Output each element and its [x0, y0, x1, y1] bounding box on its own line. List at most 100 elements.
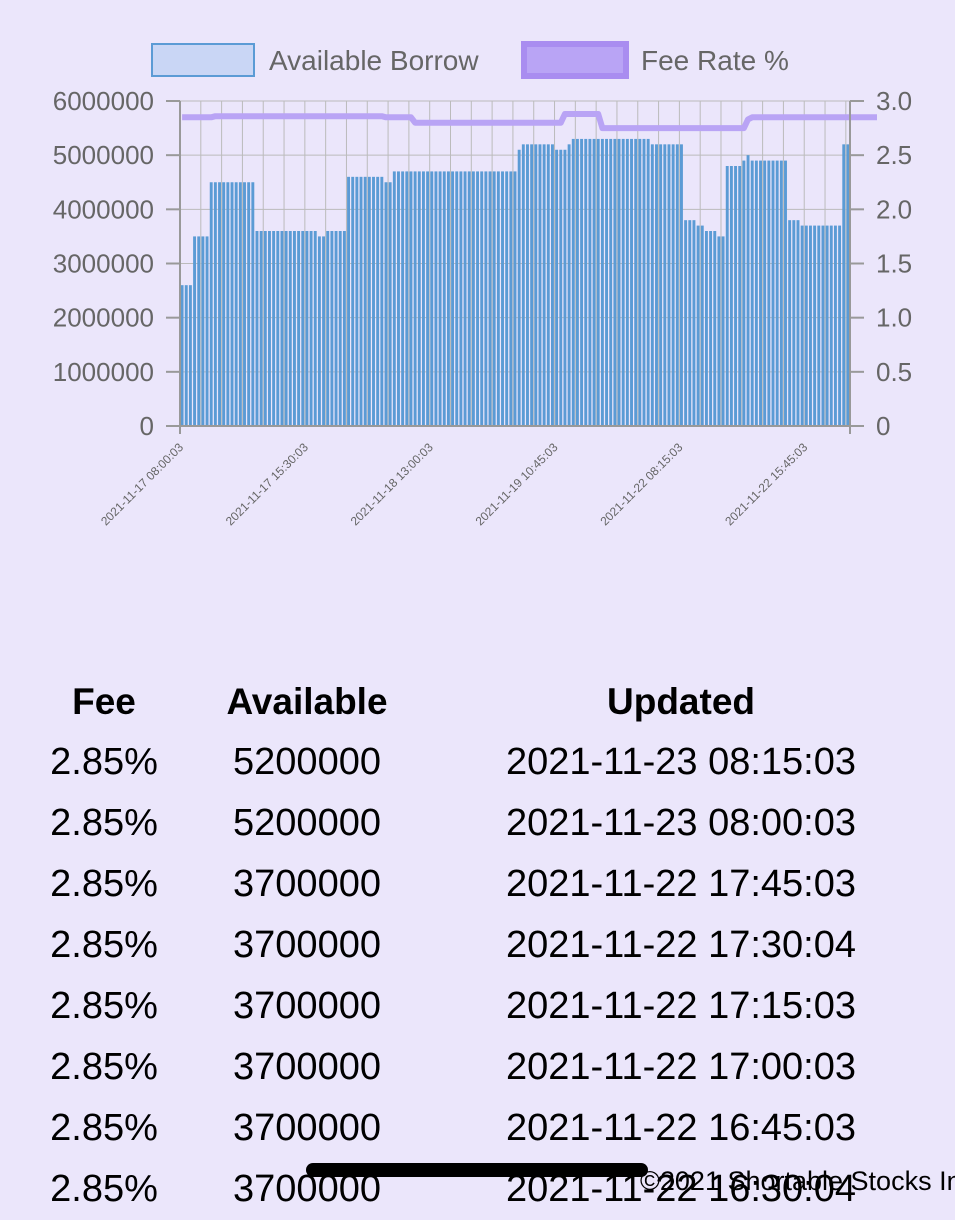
- bar: [305, 231, 309, 426]
- bar: [667, 144, 671, 427]
- bar: [230, 182, 234, 426]
- bar: [347, 176, 350, 426]
- bar: [813, 225, 817, 426]
- cell-updated: 2021-11-22 17:45:03: [505, 863, 857, 905]
- x-tick-label: 2021-11-17 08:00:03: [98, 440, 186, 528]
- cell-available: 3700000: [233, 863, 381, 905]
- bar: [417, 171, 421, 426]
- bar: [713, 231, 717, 426]
- table-row: 2.85% 3700000 2021-11-22 17:15:03: [0, 976, 955, 1037]
- bar: [592, 138, 596, 426]
- bar: [792, 220, 796, 426]
- bar: [351, 176, 355, 426]
- y-tick-label-left: 6000000: [53, 86, 154, 116]
- bar: [476, 171, 480, 426]
- bar: [397, 171, 400, 426]
- bar: [630, 138, 633, 426]
- table-header-row: Fee Available Updated: [0, 672, 955, 732]
- bar: [426, 171, 430, 426]
- bar: [800, 225, 804, 426]
- y-tick-label-left: 1000000: [53, 357, 154, 387]
- cell-fee: 2.85%: [50, 1168, 158, 1210]
- bar: [205, 236, 209, 426]
- bar: [263, 231, 267, 426]
- y-tick-label-right: 3.0: [876, 86, 912, 116]
- bar: [338, 231, 342, 426]
- bar: [680, 144, 683, 427]
- legend-item-available-borrow[interactable]: Available Borrow: [151, 43, 479, 77]
- bar: [430, 171, 434, 426]
- chart-grid: [179, 100, 850, 427]
- cell-updated: 2021-11-23 08:15:03: [505, 741, 857, 783]
- cell-fee: 2.85%: [50, 863, 158, 905]
- bar: [292, 231, 296, 426]
- bar: [330, 231, 334, 426]
- bar: [567, 144, 571, 427]
- home-indicator[interactable]: [306, 1163, 648, 1177]
- bar: [376, 176, 380, 426]
- bar: [255, 231, 259, 426]
- bar: [234, 182, 238, 426]
- y-tick-label-right: 1.0: [876, 303, 912, 333]
- bar: [438, 171, 442, 426]
- bar: [492, 171, 496, 426]
- legend-item-fee-rate[interactable]: Fee Rate %: [521, 41, 789, 79]
- bar: [501, 171, 504, 426]
- borrow-history-table: Fee Available Updated 2.85% 5200000 2021-1…: [0, 672, 955, 1220]
- y-tick-label-left: 2000000: [53, 303, 154, 333]
- cell-available: 3700000: [233, 1107, 381, 1149]
- cell-available: 5200000: [233, 741, 381, 783]
- bar: [459, 171, 463, 426]
- x-tick-label: 2021-11-17 15:30:03: [223, 440, 311, 528]
- bar: [750, 160, 754, 427]
- table-row: 2.85% 3700000 2021-11-22 16:45:03: [0, 1098, 955, 1159]
- bar: [238, 182, 242, 426]
- available-borrow-bars: [180, 138, 850, 427]
- bar: [692, 220, 696, 426]
- bar: [317, 236, 321, 426]
- bar: [704, 231, 708, 426]
- bar: [763, 160, 767, 427]
- bar: [771, 160, 775, 427]
- bar: [509, 171, 513, 426]
- bar: [725, 166, 729, 426]
- bar: [617, 138, 621, 426]
- bar: [405, 171, 409, 426]
- chart-legend[interactable]: Available Borrow Fee Rate %: [151, 41, 789, 79]
- bar: [218, 182, 221, 426]
- bar: [596, 138, 600, 426]
- bar: [655, 144, 658, 427]
- bar: [488, 171, 492, 426]
- bar: [609, 138, 613, 426]
- bar: [401, 171, 405, 426]
- bar: [571, 138, 575, 426]
- bar: [634, 138, 638, 426]
- fee-rate-line: [182, 111, 877, 132]
- y-tick-label-left: 0: [140, 411, 154, 441]
- bar: [213, 182, 217, 426]
- cell-updated: 2021-11-22 17:15:03: [505, 985, 857, 1027]
- bar: [180, 285, 184, 426]
- bar: [380, 176, 384, 426]
- bar: [784, 160, 787, 427]
- footer-copyright: ©2021 Shortable Stocks Inc: [640, 1166, 955, 1196]
- bar: [717, 236, 721, 426]
- bar: [550, 144, 554, 427]
- bar: [367, 176, 371, 426]
- bar: [621, 138, 625, 426]
- bar: [288, 231, 292, 426]
- bar: [226, 182, 230, 426]
- bar: [734, 166, 738, 426]
- bar: [684, 220, 688, 426]
- bar: [197, 236, 201, 426]
- cell-available: 3700000: [233, 985, 381, 1027]
- x-tick-label: 2021-11-19 10:45:03: [473, 440, 561, 528]
- bar: [796, 220, 800, 426]
- cell-fee: 2.85%: [50, 985, 158, 1027]
- table-row: 2.85% 3700000 2021-11-22 17:30:04: [0, 915, 955, 976]
- bar: [804, 225, 808, 426]
- bar: [451, 171, 455, 426]
- bar: [188, 285, 192, 426]
- y-tick-label-right: 2.0: [876, 194, 912, 224]
- bar: [359, 176, 363, 426]
